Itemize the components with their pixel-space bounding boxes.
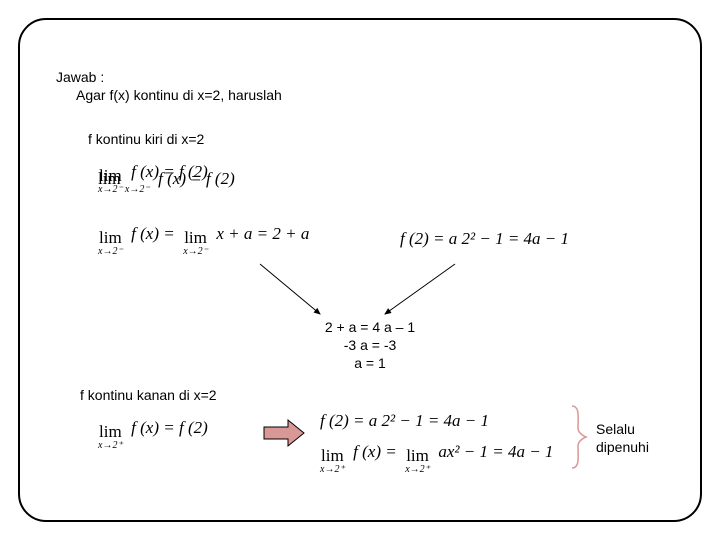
eq1-lim-sub: x→2⁻ bbox=[98, 184, 123, 195]
s2b-lim2: lim bbox=[405, 446, 430, 466]
section2-title: f kontinu kanan di x=2 bbox=[80, 386, 217, 404]
result-line1: 2 + a = 4 a – 1 bbox=[300, 318, 440, 336]
s2-eq-left: lim x→2⁺ f (x) = f (2) bbox=[98, 418, 208, 451]
s2b-mid: f (x) = bbox=[353, 442, 397, 461]
s2-left-expr: f (x) = f (2) bbox=[131, 418, 208, 437]
s2-eq-rt: f (2) = a 2² − 1 = 4a − 1 bbox=[320, 410, 489, 432]
s2b-lim1-sub: x→2⁺ bbox=[320, 464, 345, 475]
s2b-lim2-sub: x→2⁺ bbox=[405, 464, 430, 475]
right-brace-icon bbox=[570, 404, 588, 470]
eq2-lim2-sub: x→2⁻ bbox=[183, 246, 208, 257]
eq2-rhs: x + a = 2 + a bbox=[216, 224, 309, 243]
jawab-label: Jawab : bbox=[56, 68, 104, 86]
eq2-block: lim x→2⁻ f (x) = lim x→2⁻ x + a = 2 + a bbox=[98, 224, 309, 257]
result-block: 2 + a = 4 a – 1 -3 a = -3 a = 1 bbox=[300, 318, 440, 373]
eq1-rhs: f (x) = f (2) bbox=[131, 162, 208, 181]
eq2-mid: f (x) = bbox=[131, 224, 175, 243]
note-line2: dipenuhi bbox=[596, 438, 649, 456]
s2b-rhs: ax² − 1 = 4a − 1 bbox=[438, 442, 553, 461]
note-block: Selalu dipenuhi bbox=[596, 420, 649, 456]
s2-lim-sub: x→2⁺ bbox=[98, 440, 123, 451]
s2b-lim1: lim bbox=[320, 446, 345, 466]
section1-title: f kontinu kiri di x=2 bbox=[88, 130, 204, 148]
s2-eq-rb: lim x→2⁺ f (x) = lim x→2⁺ ax² − 1 = 4a −… bbox=[320, 442, 553, 475]
result-line2: -3 a = -3 bbox=[300, 336, 440, 354]
eq-right-1: f (2) = a 2² − 1 = 4a − 1 bbox=[400, 228, 569, 250]
eq2-lim1-sub: x→2⁻ bbox=[98, 246, 123, 257]
eq2-lim2: lim bbox=[183, 228, 208, 248]
result-line3: a = 1 bbox=[300, 354, 440, 372]
eq1-lim: lim bbox=[98, 166, 123, 186]
agar-label: Agar f(x) kontinu di x=2, haruslah bbox=[76, 86, 282, 104]
eq2-lim1: lim bbox=[98, 228, 123, 248]
eq1-block: lim x→2⁻ f (x) = f (2) bbox=[98, 162, 208, 195]
note-line1: Selalu bbox=[596, 420, 649, 438]
s2-lim: lim bbox=[98, 422, 123, 442]
block-arrow-icon bbox=[262, 418, 306, 448]
